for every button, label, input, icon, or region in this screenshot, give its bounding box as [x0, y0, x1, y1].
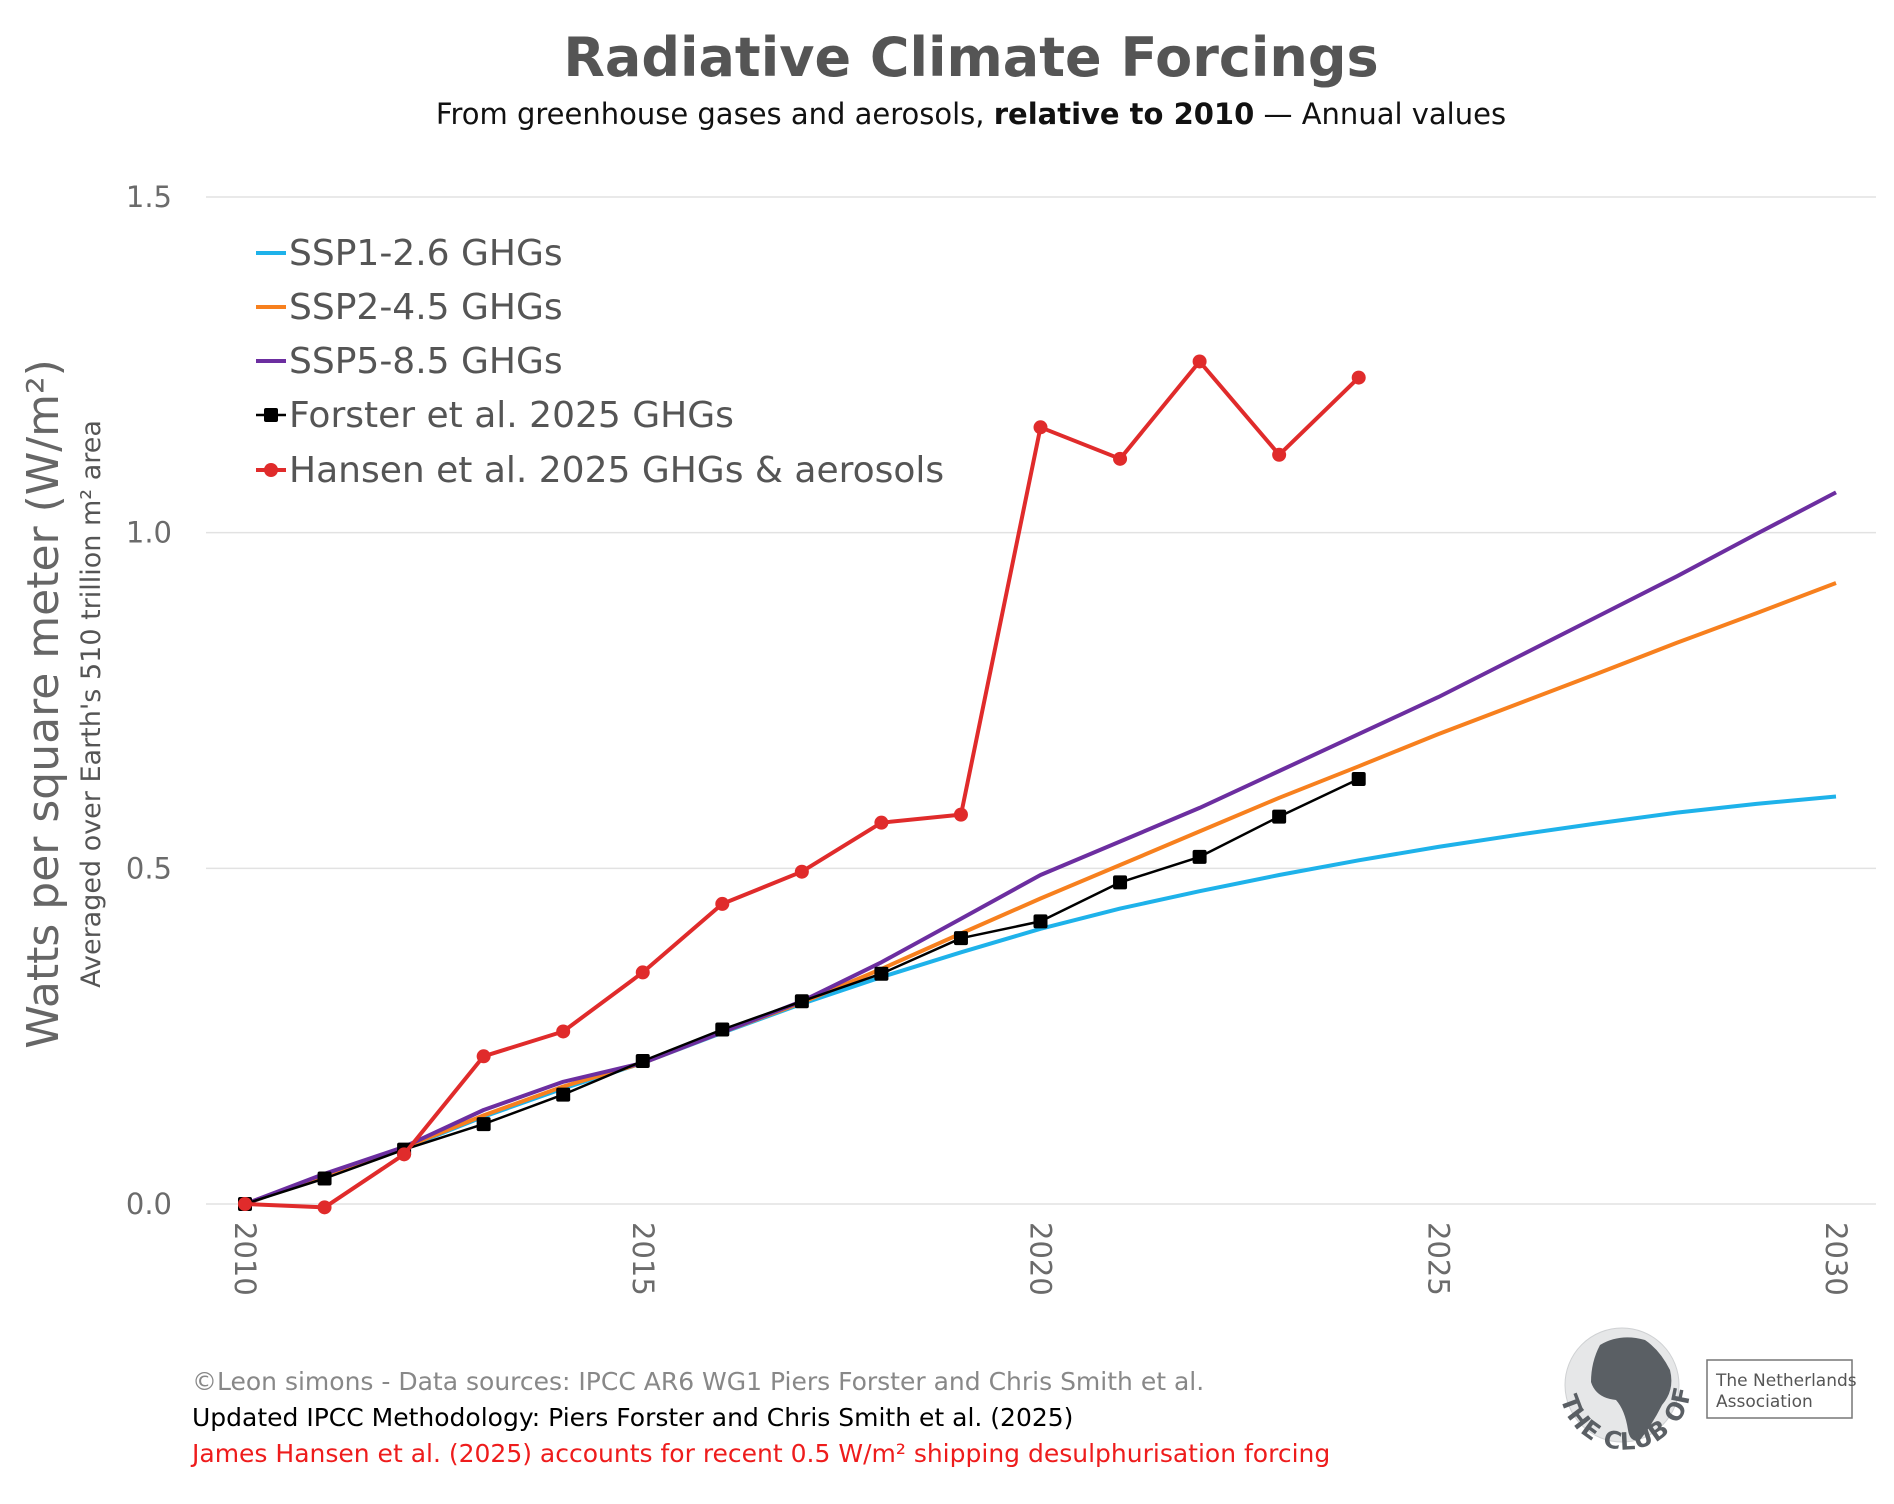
chart-title: Radiative Climate Forcings	[563, 26, 1378, 89]
association-box	[1706, 1359, 1853, 1419]
data-point	[953, 807, 968, 822]
data-point	[1113, 875, 1128, 890]
subtitle-prefix: From greenhouse gases and aerosols,	[436, 97, 994, 131]
data-point	[715, 896, 730, 911]
legend-item: SSP2-4.5 GHGs	[256, 287, 563, 328]
legend-item: Forster et al. 2025 GHGs	[256, 395, 734, 436]
x-tick-label: 2030	[1819, 1222, 1853, 1296]
legend-label: SSP5-8.5 GHGs	[289, 341, 563, 382]
data-point	[1033, 420, 1048, 435]
data-point	[1272, 447, 1287, 462]
data-point	[556, 1087, 571, 1102]
footer-credit: ©Leon simons - Data sources: IPCC AR6 WG…	[192, 1367, 1204, 1396]
data-point	[635, 965, 650, 980]
club-of-rome-logo: THE CLUB OF ROME The Netherlands Associa…	[0, 0, 1857, 1456]
legend-label: SSP1-2.6 GHGs	[289, 233, 563, 274]
data-point	[635, 1054, 650, 1069]
series-line	[244, 794, 1837, 1206]
data-point	[874, 815, 889, 830]
footer-hansen-note: James Hansen et al. (2025) accounts for …	[190, 1439, 1330, 1468]
data-point	[476, 1049, 491, 1064]
y-tick-label: 1.5	[126, 180, 172, 214]
data-point	[874, 966, 889, 981]
series-group	[238, 354, 1837, 1215]
series-2	[244, 490, 1837, 1206]
data-point	[476, 1117, 491, 1132]
data-point	[317, 1200, 332, 1215]
footer-methodology: Updated IPCC Methodology: Piers Forster …	[192, 1403, 1073, 1432]
subtitle-suffix: — Annual values	[1254, 97, 1506, 131]
legend-marker	[264, 463, 278, 477]
legend-marker	[264, 408, 278, 422]
y-tick-labels: 0.0 0.5 1.0 1.5	[126, 180, 172, 1221]
data-point	[1351, 370, 1366, 385]
legend: SSP1-2.6 GHGs SSP2-4.5 GHGs SSP5-8.5 GHGs F…	[256, 233, 944, 491]
globe-continents	[1591, 1337, 1672, 1441]
legend-label: SSP2-4.5 GHGs	[289, 287, 563, 328]
association-line2: Association	[1716, 1392, 1813, 1412]
gridlines	[206, 196, 1876, 1205]
data-point	[794, 994, 809, 1009]
legend-item: SSP5-8.5 GHGs	[256, 341, 563, 382]
y-axis-subtitle: Averaged over Earth's 510 trillion m² ar…	[76, 420, 107, 988]
association-line1: The Netherlands	[1715, 1371, 1857, 1391]
data-point	[715, 1022, 730, 1037]
series-0	[244, 794, 1837, 1206]
x-tick-label: 2015	[626, 1222, 660, 1296]
data-point	[953, 931, 968, 946]
data-point	[556, 1024, 571, 1039]
y-tick-label: 0.5	[126, 851, 172, 885]
legend-item: Hansen et al. 2025 GHGs & aerosols	[256, 450, 944, 491]
data-point	[1113, 451, 1128, 466]
chart-subtitle: From greenhouse gases and aerosols, rela…	[436, 97, 1506, 131]
series-line	[244, 490, 1837, 1206]
y-tick-label: 0.0	[126, 1187, 172, 1221]
legend-label: Hansen et al. 2025 GHGs & aerosols	[289, 450, 944, 491]
x-tick-label: 2020	[1024, 1222, 1058, 1296]
data-point	[1192, 849, 1207, 864]
y-tick-label: 1.0	[126, 516, 172, 550]
data-point	[1033, 914, 1048, 929]
legend-item: SSP1-2.6 GHGs	[256, 233, 563, 274]
series-1	[244, 581, 1837, 1206]
data-point	[1351, 772, 1366, 787]
series-4	[238, 354, 1366, 1215]
x-tick-label: 2010	[228, 1222, 262, 1296]
y-axis-title: Watts per square meter (W/m²)	[18, 359, 69, 1049]
data-point	[1192, 354, 1207, 369]
series-line	[244, 581, 1837, 1206]
series-3	[238, 772, 1366, 1211]
data-point	[317, 1171, 332, 1186]
data-point	[397, 1147, 412, 1162]
subtitle-bold: relative to 2010	[994, 97, 1255, 131]
data-point	[238, 1197, 252, 1211]
x-tick-labels: 2010 2015 2020 2025 2030	[228, 1222, 1853, 1296]
data-point	[794, 864, 809, 879]
series-line	[244, 777, 1360, 1206]
x-tick-label: 2025	[1421, 1222, 1455, 1296]
legend-label: Forster et al. 2025 GHGs	[289, 395, 734, 436]
data-point	[1272, 809, 1287, 824]
